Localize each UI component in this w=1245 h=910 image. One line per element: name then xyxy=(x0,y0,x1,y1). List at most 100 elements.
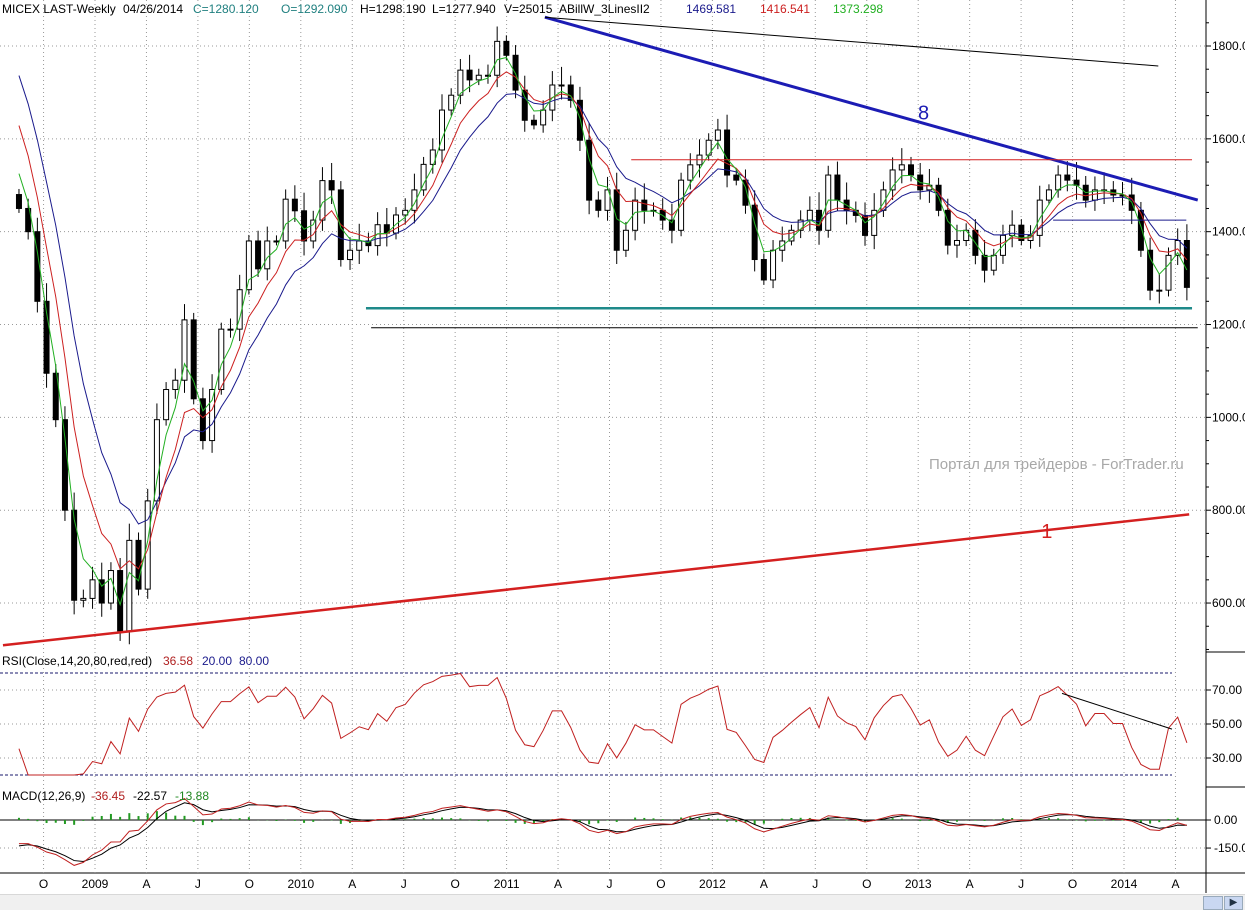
candle-body xyxy=(172,379,179,391)
blue-moving-average xyxy=(18,75,1188,525)
candle-body xyxy=(751,204,758,261)
macd-value: -36.45 xyxy=(91,789,126,803)
x-tick-label: A xyxy=(966,877,974,891)
x-tick-label: A xyxy=(554,877,562,891)
candle-body xyxy=(512,54,519,91)
candle-body xyxy=(806,209,813,221)
red-moving-average xyxy=(18,71,1188,570)
candle-body xyxy=(52,372,59,421)
macd-hist-value: -13.88 xyxy=(175,789,210,803)
macd-tick-label: -150.0 xyxy=(1214,841,1245,855)
candle-body xyxy=(448,94,455,111)
trendline-red xyxy=(2,513,1190,647)
candle-body xyxy=(227,328,234,331)
candle-body xyxy=(540,109,547,126)
rsi-label: RSI(Close,14,20,80,red,red) xyxy=(2,654,153,668)
candle-body xyxy=(871,209,878,236)
candle-body xyxy=(457,69,464,96)
candle-body xyxy=(1055,174,1062,191)
x-tick-label: A xyxy=(760,877,768,891)
candle-body xyxy=(825,174,832,231)
macd-signal-line xyxy=(18,802,1187,862)
candle-body xyxy=(494,40,501,76)
candle-body xyxy=(724,129,731,176)
candle-body xyxy=(770,249,777,281)
rsi-low-level: 20.00 xyxy=(202,654,233,668)
candle-body xyxy=(245,240,252,291)
candle-body xyxy=(126,539,133,632)
candle-body xyxy=(209,389,216,442)
indicator-green-value: 1373.298 xyxy=(833,2,884,16)
rsi-high-level: 80.00 xyxy=(239,654,270,668)
candle-body xyxy=(1064,174,1071,181)
candle-body xyxy=(218,328,225,391)
candle-body xyxy=(135,539,142,590)
candle-body xyxy=(356,240,363,251)
horizontal-scrollbar[interactable]: ▶ xyxy=(0,894,1245,910)
x-tick-label: 2011 xyxy=(494,877,520,891)
candle-body xyxy=(466,69,473,81)
candle-body xyxy=(264,240,271,270)
x-tick-label: 2010 xyxy=(287,877,314,891)
candle-body xyxy=(816,209,823,231)
candle-body xyxy=(98,579,105,604)
candle-body xyxy=(907,164,914,176)
candle-body xyxy=(107,570,114,604)
rsi-value: 36.58 xyxy=(163,654,194,668)
candle-body xyxy=(1156,289,1163,292)
candle-body xyxy=(411,189,418,211)
scroll-right-arrow-icon[interactable]: ▶ xyxy=(1224,896,1243,910)
candle-body xyxy=(1137,209,1144,251)
candle-body xyxy=(622,229,629,251)
x-tick-label: J xyxy=(195,877,201,891)
candle-body xyxy=(25,207,32,233)
x-tick-label: 2013 xyxy=(905,877,932,891)
candle-body xyxy=(760,259,767,281)
candle-body xyxy=(503,40,510,56)
candle-body xyxy=(80,597,87,601)
trendline-blue xyxy=(544,15,1199,202)
candles xyxy=(15,26,1190,645)
candle-body xyxy=(328,180,335,191)
candle-body xyxy=(319,180,326,221)
volume-value: V=25015 xyxy=(504,2,553,16)
x-tick-label: J xyxy=(1018,877,1024,891)
candle-body xyxy=(420,163,427,191)
x-tick-label: J xyxy=(607,877,613,891)
x-tick-label: O xyxy=(245,877,254,891)
x-tick-label: O xyxy=(862,877,871,891)
candle-body xyxy=(530,119,537,126)
candle-body xyxy=(347,249,354,261)
candle-body xyxy=(1045,189,1052,201)
close-value: C=1280.120 xyxy=(193,2,259,16)
candle-body xyxy=(61,419,68,511)
candle-body xyxy=(687,164,694,181)
candle-body xyxy=(1018,224,1025,241)
rsi-line xyxy=(18,673,1188,776)
candle-body xyxy=(595,199,602,211)
x-tick-label: J xyxy=(812,877,818,891)
indicator-name: ABillW_3LinesII2 xyxy=(559,2,650,16)
candle-body xyxy=(117,570,124,632)
candle-body xyxy=(89,579,96,599)
candle-body xyxy=(1174,239,1181,256)
x-tick-label: 2012 xyxy=(699,877,726,891)
x-tick-label: O xyxy=(656,877,665,891)
scrollbar-thumb[interactable] xyxy=(1203,896,1223,910)
candle-body xyxy=(181,319,188,381)
indicator-red-value: 1416.541 xyxy=(760,2,811,16)
x-tick-label: O xyxy=(450,877,459,891)
date-label: 04/26/2014 xyxy=(123,2,184,16)
candle-body xyxy=(15,194,22,209)
candle-body xyxy=(567,84,574,101)
candle-body xyxy=(981,254,988,271)
x-tick-label: O xyxy=(39,877,48,891)
price-tick-label: 1800.00 xyxy=(1212,39,1245,53)
rsi-tick-label: 70.00 xyxy=(1212,683,1242,697)
candle-body xyxy=(714,129,721,141)
candle-body xyxy=(1183,239,1190,288)
x-tick-label: A xyxy=(142,877,150,891)
price-tick-label: 1600.00 xyxy=(1212,132,1245,146)
green-moving-average xyxy=(18,56,1188,607)
